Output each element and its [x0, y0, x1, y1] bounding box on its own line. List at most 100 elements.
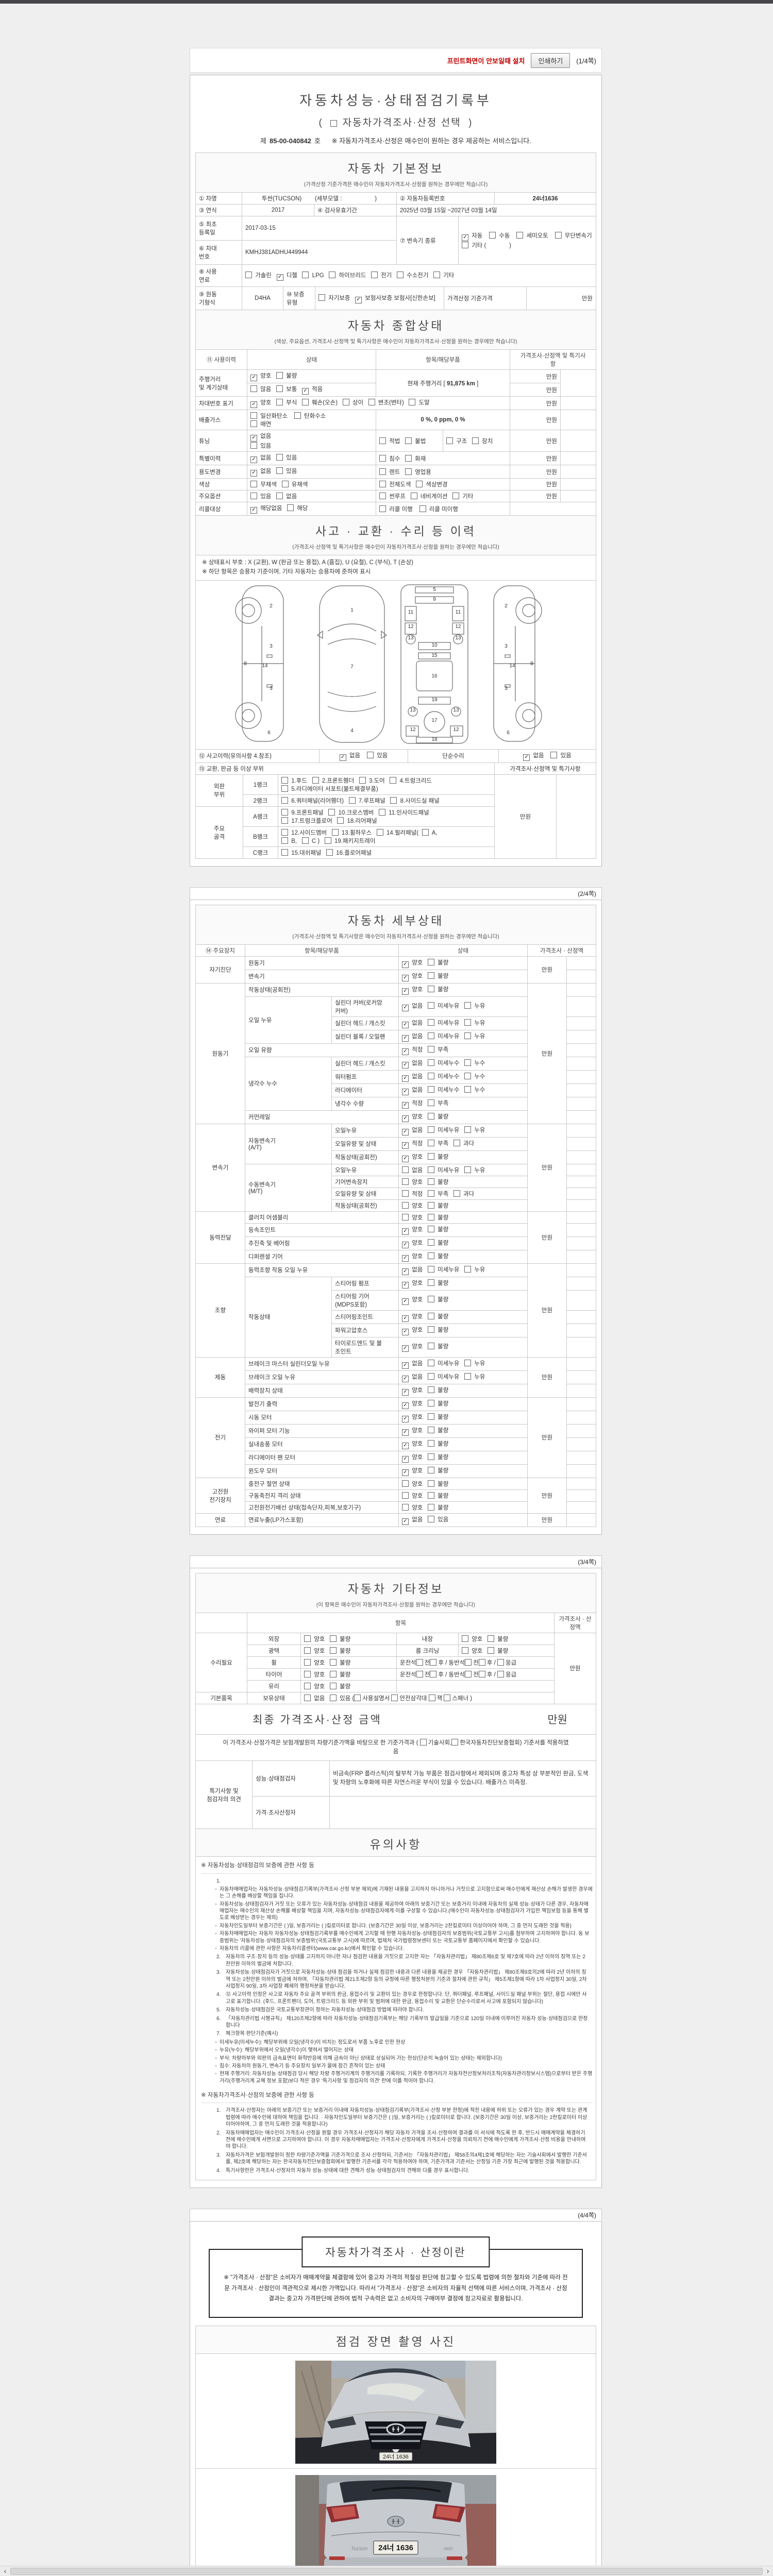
checkbox-checked[interactable]: ✓: [402, 1268, 409, 1275]
checkbox-unchecked[interactable]: [276, 372, 283, 379]
checkbox-unchecked[interactable]: [390, 796, 397, 804]
checkbox-unchecked[interactable]: [446, 437, 453, 444]
checkbox-unchecked[interactable]: [427, 958, 434, 965]
checkbox-unchecked[interactable]: [396, 271, 404, 278]
checkbox-checked[interactable]: ✓: [402, 1035, 409, 1042]
checkbox-unchecked[interactable]: [276, 467, 283, 474]
checkbox-unchecked[interactable]: [464, 1265, 472, 1273]
checkbox-unchecked[interactable]: [354, 1694, 361, 1701]
checkbox-unchecked[interactable]: [276, 493, 283, 499]
checkbox-unchecked[interactable]: [281, 808, 288, 816]
checkbox-unchecked[interactable]: [329, 1682, 337, 1689]
checkbox-unchecked[interactable]: [550, 751, 558, 758]
checkbox-unchecked[interactable]: [379, 505, 386, 512]
checkbox-unchecked[interactable]: [453, 1190, 460, 1197]
checkbox-unchecked[interactable]: [427, 1453, 434, 1460]
checkbox-unchecked[interactable]: [324, 837, 331, 844]
checkbox-unchecked[interactable]: [379, 493, 386, 499]
checkbox-unchecked[interactable]: [301, 837, 309, 844]
checkbox-checked[interactable]: ✓: [250, 435, 257, 442]
checkbox-unchecked[interactable]: [427, 1201, 434, 1209]
checkbox-unchecked[interactable]: [462, 1635, 468, 1642]
checkbox-checked[interactable]: ✓: [402, 1101, 409, 1109]
checkbox-unchecked[interactable]: [402, 1503, 409, 1511]
checkbox-unchecked[interactable]: [402, 1178, 409, 1185]
checkbox-unchecked[interactable]: [329, 1670, 337, 1677]
checkbox-unchecked[interactable]: [464, 1126, 472, 1133]
checkbox-unchecked[interactable]: [497, 1658, 505, 1666]
checkbox-unchecked[interactable]: [328, 808, 335, 816]
checkbox-unchecked[interactable]: [427, 1265, 434, 1273]
checkbox-unchecked[interactable]: [276, 385, 283, 392]
checkbox-checked[interactable]: ✓: [402, 1328, 409, 1335]
checkbox-unchecked[interactable]: [464, 1072, 472, 1079]
print-button[interactable]: 인쇄하기: [531, 53, 570, 68]
checkbox-unchecked[interactable]: [402, 1190, 409, 1197]
checkbox-checked[interactable]: ✓: [402, 1518, 409, 1525]
checkbox-unchecked[interactable]: [478, 1670, 485, 1677]
checkbox-unchecked[interactable]: [427, 1032, 434, 1039]
checkbox-unchecked[interactable]: [427, 1225, 434, 1232]
checkbox-unchecked[interactable]: [281, 837, 288, 844]
checkbox-unchecked[interactable]: [250, 442, 257, 449]
checkbox-unchecked[interactable]: [302, 271, 309, 278]
checkbox-unchecked[interactable]: [416, 1658, 423, 1666]
checkbox-unchecked[interactable]: [427, 1515, 434, 1522]
scroll-left-arrow-icon[interactable]: ‹: [4, 2566, 7, 2575]
checkbox-unchecked[interactable]: [379, 481, 386, 487]
checkbox-checked[interactable]: ✓: [402, 1075, 409, 1082]
checkbox-unchecked[interactable]: [427, 1312, 434, 1319]
checkbox-unchecked[interactable]: [430, 1658, 437, 1666]
checkbox-unchecked[interactable]: [402, 1492, 409, 1499]
checkbox-unchecked[interactable]: [464, 1359, 472, 1366]
checkbox-unchecked[interactable]: [478, 1658, 485, 1666]
checkbox-unchecked[interactable]: [516, 232, 524, 239]
checkbox-checked[interactable]: ✓: [402, 1021, 409, 1028]
checkbox-checked[interactable]: ✓: [402, 1442, 409, 1449]
checkbox-unchecked[interactable]: [304, 1635, 311, 1642]
checkbox-unchecked[interactable]: [419, 505, 426, 512]
checkbox-unchecked[interactable]: [427, 1178, 434, 1185]
checkbox-unchecked[interactable]: [427, 1059, 434, 1066]
checkbox-checked[interactable]: ✓: [402, 1142, 409, 1149]
checkbox-unchecked[interactable]: [428, 1694, 435, 1701]
checkbox-unchecked[interactable]: [462, 1647, 468, 1654]
checkbox-checked[interactable]: ✓: [250, 401, 257, 408]
checkbox-checked[interactable]: ✓: [402, 1281, 409, 1289]
checkbox-checked[interactable]: ✓: [402, 1241, 409, 1248]
checkbox-unchecked[interactable]: [487, 1647, 494, 1654]
checkbox-unchecked[interactable]: [366, 751, 374, 758]
checkbox-checked[interactable]: ✓: [402, 1298, 409, 1306]
checkbox-checked[interactable]: ✓: [402, 1429, 409, 1436]
checkbox-unchecked[interactable]: [402, 1166, 409, 1173]
checkbox-unchecked[interactable]: [405, 468, 412, 475]
checkbox-unchecked[interactable]: [427, 1439, 434, 1447]
checkbox-checked[interactable]: ✓: [402, 1048, 409, 1055]
checkbox-unchecked[interactable]: [427, 1466, 434, 1473]
checkbox-unchecked[interactable]: [329, 1635, 337, 1642]
checkbox-unchecked[interactable]: [359, 776, 366, 784]
checkbox-unchecked[interactable]: [329, 1694, 337, 1701]
checkbox-checked[interactable]: ✓: [276, 274, 283, 281]
checkbox-unchecked[interactable]: [281, 828, 288, 836]
scrollbar-thumb[interactable]: [10, 2567, 763, 2575]
checkbox-unchecked[interactable]: [489, 232, 496, 239]
checkbox-checked[interactable]: ✓: [402, 1455, 409, 1463]
checkbox-unchecked[interactable]: [427, 985, 434, 992]
checkbox-checked[interactable]: ✓: [250, 470, 257, 477]
checkbox-unchecked[interactable]: [427, 1213, 434, 1221]
checkbox-checked[interactable]: ✓: [301, 388, 309, 395]
checkbox-checked[interactable]: ✓: [250, 456, 257, 463]
checkbox-unchecked[interactable]: [464, 1019, 472, 1026]
checkbox-unchecked[interactable]: [422, 828, 429, 836]
checkbox-unchecked[interactable]: [281, 785, 288, 792]
checkbox-checked[interactable]: ✓: [523, 754, 530, 761]
checkbox-unchecked[interactable]: [276, 454, 283, 461]
checkbox-unchecked[interactable]: [427, 1239, 434, 1246]
checkbox-unchecked[interactable]: [451, 1738, 459, 1745]
checkbox-unchecked[interactable]: [281, 776, 288, 784]
checkbox-unchecked[interactable]: [245, 271, 252, 278]
checkbox-unchecked[interactable]: [390, 776, 397, 784]
scroll-right-arrow-icon[interactable]: ›: [766, 2566, 769, 2575]
checkbox-unchecked[interactable]: [379, 468, 386, 475]
